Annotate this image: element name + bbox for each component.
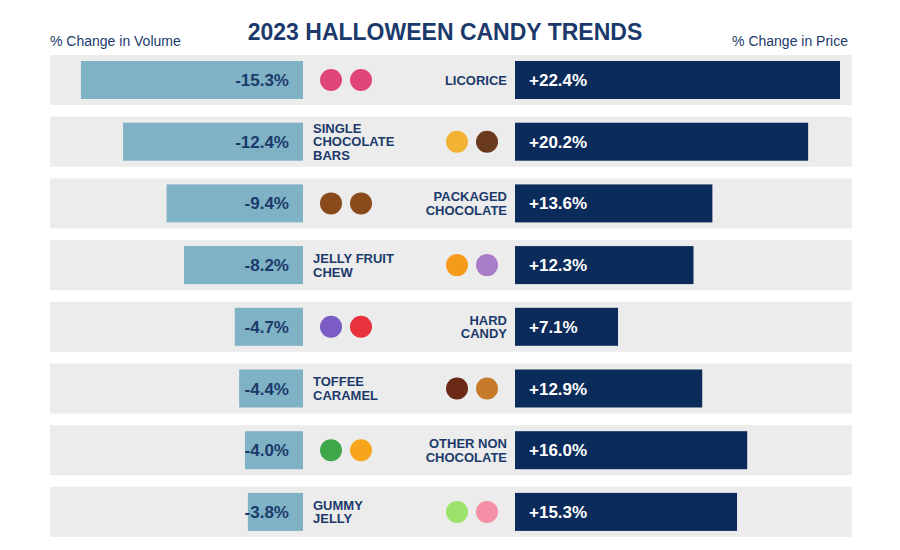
category-label: HARDCANDY — [461, 313, 508, 342]
category-label: JELLY FRUITCHEW — [313, 251, 394, 280]
icon — [476, 131, 498, 153]
category-label: GUMMYJELLY — [313, 498, 363, 527]
category-line: JELLY — [313, 511, 353, 526]
data-label: +22.4% — [529, 71, 587, 90]
row-background — [50, 487, 852, 537]
bar — [515, 184, 712, 222]
bar — [515, 370, 702, 408]
icon — [350, 69, 372, 91]
category-label: PACKAGEDCHOCOLATE — [426, 189, 508, 218]
icon — [320, 316, 342, 338]
icon — [320, 69, 342, 91]
data-label: -8.2% — [245, 256, 289, 275]
data-label: +13.6% — [529, 194, 587, 213]
bar — [515, 493, 737, 531]
data-label: +15.3% — [529, 503, 587, 522]
bar — [235, 308, 303, 346]
data-label: -3.8% — [245, 503, 289, 522]
category-line: BARS — [313, 148, 350, 163]
row-background — [50, 302, 852, 352]
row-background — [50, 55, 852, 105]
bars — [81, 61, 840, 531]
data-label: +20.2% — [529, 133, 587, 152]
icon — [476, 378, 498, 400]
icon — [476, 254, 498, 276]
icon — [446, 378, 468, 400]
data-label: +16.0% — [529, 441, 587, 460]
category-label: TOFFEECARAMEL — [313, 374, 378, 403]
icon — [320, 439, 342, 461]
row-background — [50, 117, 852, 167]
data-label: -4.0% — [245, 441, 289, 460]
icon — [446, 131, 468, 153]
icon — [350, 439, 372, 461]
bar — [515, 308, 618, 346]
title: 2023 HALLOWEEN CANDY TRENDS — [248, 19, 642, 45]
bar — [245, 431, 303, 469]
data-label: -4.7% — [245, 318, 289, 337]
data-label: +12.9% — [529, 380, 587, 399]
icon — [320, 192, 342, 214]
series-header: % Change in Price — [732, 33, 848, 49]
bar — [167, 184, 303, 222]
icon — [350, 192, 372, 214]
category-label: LICORICE — [445, 73, 507, 88]
data-label: +12.3% — [529, 256, 587, 275]
category-line: CHOCOLATE — [426, 450, 508, 465]
bar — [515, 246, 694, 284]
category-line: CHOCOLATE — [426, 203, 508, 218]
icon — [446, 254, 468, 276]
category-label: SINGLECHOCOLATEBARS — [313, 121, 395, 163]
row-background — [50, 178, 852, 228]
bar — [184, 246, 303, 284]
data-label: -15.3% — [235, 71, 289, 90]
bar — [81, 61, 303, 99]
category-label: OTHER NONCHOCOLATE — [426, 436, 508, 465]
icon — [350, 316, 372, 338]
category-line: LICORICE — [445, 73, 507, 88]
bar — [515, 431, 747, 469]
icon — [476, 501, 498, 523]
labels: -15.3% +22.4% LICORICE -12.4% +20.2% SINGLECH… — [235, 69, 587, 526]
category-line: CANDY — [461, 326, 508, 341]
row-background — [50, 364, 852, 414]
row-background — [50, 425, 852, 475]
series-header: % Change in Volume — [50, 33, 181, 49]
category-line: CHEW — [313, 265, 353, 280]
row-background — [50, 240, 852, 290]
category-line: CARAMEL — [313, 388, 378, 403]
data-label: +7.1% — [529, 318, 578, 337]
data-label: -9.4% — [245, 194, 289, 213]
bar — [515, 123, 808, 161]
bar — [123, 123, 303, 161]
icon — [446, 501, 468, 523]
row-backgrounds — [50, 55, 852, 537]
chart: 2023 HALLOWEEN CANDY TRENDS % Change in V… — [0, 0, 900, 550]
bar — [239, 370, 303, 408]
data-label: -12.4% — [235, 133, 289, 152]
bar — [515, 61, 840, 99]
data-label: -4.4% — [245, 380, 289, 399]
